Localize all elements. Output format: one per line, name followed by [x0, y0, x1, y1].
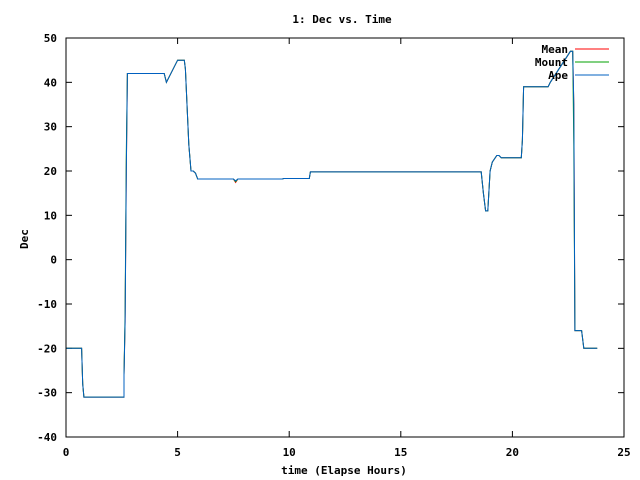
legend-label-ape: Ape	[548, 69, 568, 82]
series-lines	[66, 50, 598, 398]
axis-ticks: 0 5 10 15 20 25 -40 -30 -20 -10 0 10 20 30 40 50	[37, 32, 631, 459]
y-axis-label: Dec	[18, 229, 31, 249]
y-tick-label: 10	[44, 209, 57, 222]
x-tick-label: 10	[283, 446, 296, 459]
y-tick-label: 0	[50, 254, 57, 267]
series-line-ape	[66, 50, 598, 398]
chart-title: 1: Dec vs. Time	[292, 13, 392, 26]
y-tick-label: 50	[44, 32, 57, 45]
y-tick-label: -20	[37, 342, 57, 355]
y-tick-label: 20	[44, 165, 57, 178]
series-line-mount	[66, 50, 598, 398]
x-tick-label: 15	[394, 446, 407, 459]
x-axis-label: time (Elapse Hours)	[281, 464, 407, 477]
legend-label-mean: Mean	[542, 43, 569, 56]
series-line-mean	[66, 50, 598, 398]
x-tick-label: 5	[174, 446, 181, 459]
y-tick-label: -10	[37, 298, 57, 311]
x-tick-label: 20	[506, 446, 519, 459]
y-tick-label: -40	[37, 431, 57, 444]
y-tick-label: 40	[44, 76, 57, 89]
x-tick-label: 0	[63, 446, 70, 459]
y-tick-label: -30	[37, 387, 57, 400]
x-tick-label: 25	[617, 446, 630, 459]
legend-label-mount: Mount	[535, 56, 568, 69]
plot-frame	[65, 37, 625, 438]
y-tick-label: 30	[44, 121, 57, 134]
